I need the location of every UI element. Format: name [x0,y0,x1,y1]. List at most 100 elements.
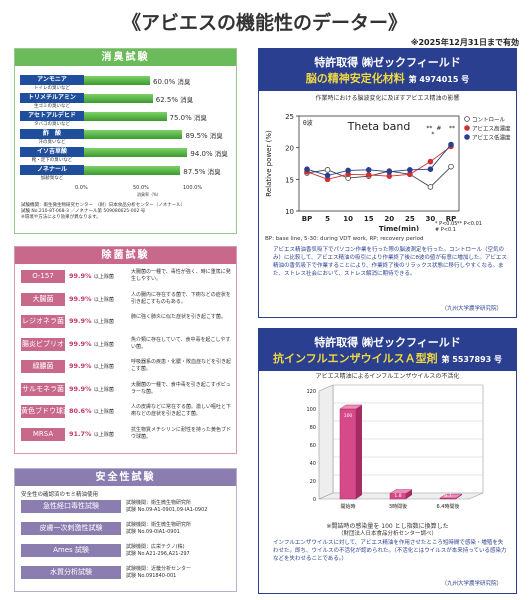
eeg-series-line [306,144,452,177]
antibacterial-value: 99.9% 以上除菌 [69,339,114,348]
patent-brain-name: 脳の精神安定化材料 [305,72,405,85]
safety-name: 水質分析試験 [21,566,121,579]
antibacterial-row: レジオネラ菌 99.9% 以上除菌 肺に強く肺炎に似た症状を引き起こす菌。 [21,314,233,331]
page-title: 《アビエスの機能性のデーター》 [121,12,407,34]
tick-0: 0.0% [75,185,88,191]
flu-footnote-a: ※間詰時の感染量を 100 とし指数に換算した [326,523,449,530]
eeg-chart-label: θ波 [303,119,313,127]
flu-ytick-label: 20 [310,479,316,485]
patent-brain-paragraph: アビエス精油香気吸下でパソコン作業を行った際の脳波測定を行った。コントロール（空… [273,247,507,277]
eeg-point [407,167,413,173]
eeg-legend-label: コントロール [472,117,506,124]
safety-desc-line2: 試験 No.A21-296,A21-297 [126,551,190,557]
eeg-xtick-label: BP [302,215,312,223]
antibacterial-desc: 呼吸器系の疾患・化膿・敗血症などを引き起こす菌。 [131,359,232,372]
flu-bar-side [406,489,412,499]
patent-brain-source: （九州大学農学研究院） [441,306,502,312]
antibacterial-row: 緑膿菌 99.9% 以上除菌 呼吸器系の疾患・化膿・敗血症などを引き起こす菌。 [21,359,233,376]
safety-intro: 安全性の確認済のモミ精油使用 [21,492,99,498]
patent-flu-source: （九州大学農学研究院） [441,581,502,587]
antibacterial-value: 80.6% 以上除菌 [69,407,114,415]
flu-footnote-b: （財団法人日本食品分析センター調べ） [337,531,437,537]
safety-row: 急性経口毒性試験 試験機関：衛生微生物研究所 試験 No.09-A1-0901,09… [21,500,233,517]
patent-flu-header: 特許取得 ㈱ゼックフィールド 抗インフルエンザウイルスＡ型剤 第 5537893… [259,329,516,371]
antibacterial-panel: 除菌試験 O-157 99.9% 以上除菌 大腸菌の一種で、毒性が強く、時に重篤に発… [14,246,237,454]
antibacterial-value: 91.7% 以上除菌 [69,429,114,438]
eeg-ytick-label: 25 [285,113,294,121]
deodorant-bar [84,130,183,139]
deodorant-category: トリメチルアミン [20,93,84,103]
safety-desc: 試験機関：広栄テクノ(株) 試験 No.A21-296,A21-297 [126,544,236,558]
eeg-point [427,166,434,172]
flu-bar-side [356,405,362,499]
antibacterial-unit: 以上除菌 [93,296,114,303]
safety-desc-line1: 試験機関：広栄テクノ(株) [126,544,185,550]
safety-desc-line1: 試験機関：衛生微生物研究所 [126,500,192,506]
deodorant-category: 酢 酸 [20,129,84,139]
antibacterial-desc: 人の腸内に存在する菌で、下痢などの症状を引き起こすものもある。 [131,291,231,305]
eeg-xtick-label: RP [446,215,457,223]
safety-name: 皮膚一次刺激性試験 [21,522,121,535]
antibacterial-unit: 以上除菌 [93,431,114,438]
tick-100: 100.0% [183,185,203,191]
deodorant-footnote-2: 試験 No.210-8T-068-3 ／ノネナール第 509080625-002… [21,209,146,214]
antibacterial-unit: 以上除菌 [93,364,114,370]
eeg-point [427,158,434,165]
eeg-pvalue-note: # P<0.1 [435,227,456,231]
deodorant-category-sub: タバコの臭いなど [34,122,70,127]
eeg-point [345,167,351,174]
deodorant-footnote-3: ※環境や方法により効果が異なります。 [21,215,101,220]
deodorant-category: ノネナール [20,165,84,175]
antibacterial-unit: 以上除菌 [93,319,114,325]
eeg-point [365,172,372,178]
safety-panel: 安全性試験 安全性の確認済のモミ精油使用 急性経口毒性試験 試験機関：衛生微生物研… [14,468,237,592]
antibacterial-name: MRSA [21,427,65,441]
patent-flu-line1: 特許取得 ㈱ゼックフィールド [314,336,461,349]
deodorant-category-sub: 加齢臭など [40,176,64,181]
flu-ytick-label: 120 [306,389,316,395]
deodorant-footnote-1: 試験機関：衛生微生物研究センター （財）日本食品分析センター（ノネナール） [21,203,186,208]
antibacterial-unit: 以上除菌 [93,274,114,280]
antibacterial-header: 除菌試験 [15,247,236,264]
antibacterial-unit: 以上除菌 [93,386,114,393]
eeg-xlabel: Time(min) [379,225,419,231]
deodorant-bar [84,166,181,175]
deodorant-bar [84,148,188,157]
patent-flu-panel: 特許取得 ㈱ゼックフィールド 抗インフルエンザウイルスＡ型剤 第 5537893… [258,328,517,594]
eeg-xtick-label: 20 [384,215,394,223]
eeg-plot-title: Theta band [347,120,411,133]
antibacterial-row: 腸炎ビブリオ 99.9% 以上除菌 魚介類に存在していて、食中毒を起こしやすい菌。 [21,337,233,354]
flu-ytick-label: 40 [310,461,316,467]
safety-desc-line1: 試験機関：近畿分析センター [126,566,192,572]
antibacterial-name: サルモネラ菌 [21,382,65,396]
deodorant-value: 60.0% 消臭 [153,78,191,86]
eeg-point [448,141,454,148]
deodorant-value-number: 60.0% [153,78,176,86]
patent-flu-paragraph: インフルエンザウイルスに対して、アビエス精油を作用させたところ短時間で感染・増殖… [273,540,507,562]
flu-ytick-label: 80 [310,425,316,431]
antibacterial-row: 黄色ブドウ球菌 80.6% 以上除菌 人の皮膚などに常在する菌。激しい嘔吐と下痢など… [21,404,233,421]
safety-row: Ames 試験 試験機関：広栄テクノ(株) 試験 No.A21-296,A21-29… [21,544,233,561]
antibacterial-name: 緑膿菌 [21,360,65,373]
deodorant-value: 89.5% 消臭 [185,132,223,140]
eeg-pvalue-note: ** P<0.01 [457,221,482,227]
flu-chart-title: アビエス精油によるインフルエンザウイルスの不活化 [315,373,460,380]
antibacterial-row: MRSA 91.7% 以上除菌 抗生物質メチシリンに耐性を持った黄色ブドウ球菌。 [21,427,233,444]
patent-brain-number: 第 4974015 号 [408,75,470,84]
antibacterial-row: サルモネラ菌 99.9% 以上除菌 大腸菌の一種で、食中毒を引き起こすポピュラーな菌… [21,382,233,399]
deodorant-row: イソ吉草酸 靴・足下の臭いなど 94.0% 消臭 [15,147,236,163]
antibacterial-name: O-157 [21,270,65,283]
eeg-ylabel: Relative power (%) [265,130,273,197]
axis-note: 消臭率（%） [137,192,161,197]
flu-side-wall [318,384,334,500]
eeg-ytick-label: 15 [285,176,294,184]
antibacterial-value: 99.9% 以上除菌 [69,272,114,280]
patent-brain-panel: 特許取得 ㈱ゼックフィールド 脳の精神安定化材料 第 4974015 号 作業時… [258,48,517,318]
deodorant-bar [84,76,150,85]
patent-flu-line2: 抗インフルエンザウイルスＡ型剤 第 5537893 号 [259,350,516,371]
eeg-xtick-label: 30 [426,215,436,223]
patent-flu-name: 抗インフルエンザウイルスＡ型剤 [272,352,438,365]
flu-bar-value: 1.8 [394,493,401,499]
deodorant-bar [84,94,153,103]
flu-chart: 0 20 40 60 80 100 120 100 開始時 1.8 3時間後 0.7 6.4時間後 [306,384,484,510]
